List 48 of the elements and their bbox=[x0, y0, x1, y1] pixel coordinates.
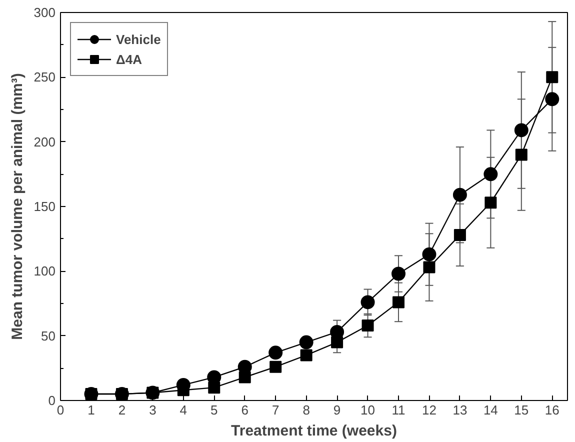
point bbox=[238, 371, 251, 384]
point bbox=[546, 71, 558, 84]
point bbox=[452, 188, 467, 202]
x-tick-label: 6 bbox=[241, 402, 248, 418]
y-tick-label: 0 bbox=[48, 393, 56, 408]
point bbox=[360, 295, 375, 310]
point bbox=[392, 266, 406, 281]
point bbox=[270, 360, 282, 373]
point bbox=[423, 261, 436, 274]
x-tick-label: 13 bbox=[452, 402, 468, 418]
y-tick-label: 50 bbox=[41, 328, 56, 344]
point bbox=[484, 167, 498, 182]
x-axis-title: Treatment time (weeks) bbox=[231, 422, 397, 440]
point bbox=[514, 123, 528, 138]
x-tick-label: 16 bbox=[544, 402, 560, 418]
x-tick-label: 5 bbox=[210, 402, 218, 418]
x-tick-label: 10 bbox=[360, 402, 376, 418]
x-tick-label: 11 bbox=[392, 402, 406, 418]
x-tick-label: 3 bbox=[149, 402, 156, 418]
point bbox=[515, 148, 528, 161]
x-tick-label: 1 bbox=[88, 402, 95, 418]
x-tick-label: 4 bbox=[180, 402, 188, 418]
x-tick-label: 12 bbox=[422, 402, 436, 418]
point bbox=[545, 92, 560, 106]
point bbox=[484, 196, 497, 209]
point bbox=[362, 319, 374, 332]
y-tick-label: 150 bbox=[34, 199, 56, 214]
x-tick-label: 15 bbox=[514, 402, 529, 418]
legend-label: Δ4A bbox=[116, 52, 142, 66]
point bbox=[422, 247, 436, 262]
x-tick-label: 14 bbox=[483, 402, 498, 418]
point bbox=[454, 228, 466, 241]
legend-label: Vehicle bbox=[116, 32, 161, 46]
point bbox=[392, 296, 404, 308]
y-tick-label: 100 bbox=[34, 264, 56, 279]
x-tick-label: 7 bbox=[272, 402, 280, 418]
y-tick-label: 250 bbox=[34, 70, 56, 85]
point bbox=[268, 346, 283, 360]
point bbox=[299, 335, 314, 350]
point bbox=[331, 336, 344, 348]
x-tick-label: 9 bbox=[333, 402, 341, 418]
point bbox=[208, 382, 220, 394]
y-axis-title: Mean tumor volume per animal (mm³) bbox=[8, 73, 26, 340]
y-tick-label: 300 bbox=[34, 5, 56, 20]
point bbox=[300, 349, 312, 362]
x-tick-label: 2 bbox=[118, 402, 126, 418]
y-tick-label: 200 bbox=[34, 134, 56, 150]
x-tick-label: 8 bbox=[302, 402, 310, 418]
